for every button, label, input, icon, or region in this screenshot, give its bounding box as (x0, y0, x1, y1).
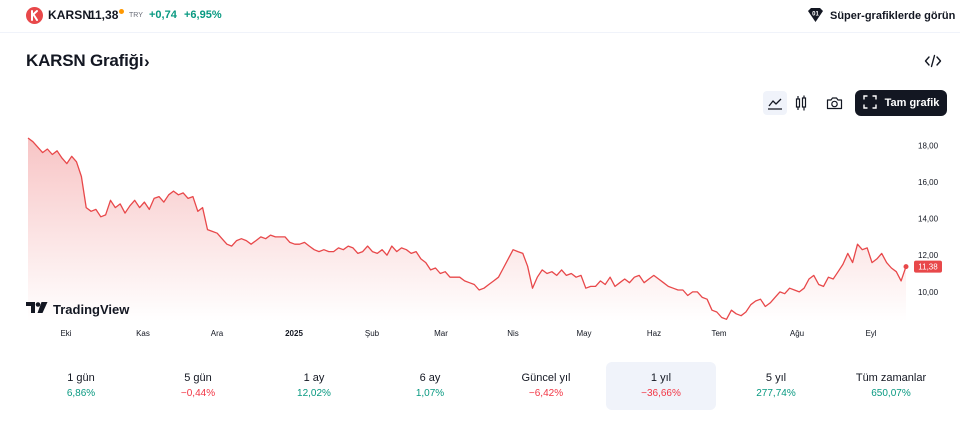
period-label: Tüm zamanlar (855, 372, 927, 384)
period-performance-tabs: 1 gün 6,86% 5 gün −0,44% 1 ay 12,02% 6 ay 1,07%… (26, 362, 948, 410)
price-chart[interactable]: 18,00 16,00 14,00 12,00 10,00 Eki Kas Ara 2025 Ş… (0, 125, 960, 345)
x-tick-label: Nis (507, 329, 519, 338)
period-label: 1 ay (303, 372, 325, 384)
last-price-tag: 11,38 (903, 260, 942, 273)
super-charts-icon: 01 (807, 7, 824, 26)
period-change: −0,44% (180, 388, 216, 399)
period-tab[interactable]: Tüm zamanlar 650,07% (836, 362, 946, 410)
period-tab[interactable]: 5 yıl 277,74% (721, 362, 831, 410)
period-tab[interactable]: 1 gün 6,86% (26, 362, 136, 410)
x-tick-label: Ara (211, 329, 224, 338)
y-tick-label: 18,00 (918, 141, 939, 150)
ticker-symbol: KARSN (48, 8, 92, 22)
period-tab[interactable]: 1 ay 12,02% (259, 362, 369, 410)
period-label: 5 gün (184, 372, 212, 384)
market-status-dot (119, 9, 124, 14)
period-change: 1,07% (415, 388, 445, 399)
top-bar: KARSN 11,38 TRY +0,74 +6,95% 01 Süper-gr… (0, 0, 960, 33)
period-change: −36,66% (641, 388, 681, 399)
period-change: −6,42% (528, 388, 564, 399)
last-price-badge (914, 260, 942, 273)
x-axis: Eki Kas Ara 2025 Şub Mar Nis May Haz Tem Ağu Eyl (60, 329, 876, 338)
period-change: 277,74% (756, 388, 796, 399)
last-price: 11,38 (89, 8, 119, 22)
period-label: 1 gün (67, 372, 95, 384)
chevron-right-icon[interactable]: › (144, 52, 150, 71)
tradingview-icon (26, 302, 48, 317)
last-price-label: 11,38 (918, 263, 938, 272)
x-tick-label: Tem (711, 329, 726, 338)
chart-section-title[interactable]: KARSN Grafiği (26, 51, 144, 70)
period-tab[interactable]: 6 ay 1,07% (375, 362, 485, 410)
price-area (28, 138, 906, 321)
y-tick-label: 14,00 (918, 215, 939, 224)
fullscreen-chart-button[interactable]: Tam grafik (855, 90, 947, 116)
x-tick-label: Eki (60, 329, 71, 338)
y-tick-label: 10,00 (918, 288, 939, 297)
x-tick-label: Ağu (790, 329, 804, 338)
period-tab[interactable]: 5 gün −0,44% (143, 362, 253, 410)
tradingview-logo: TradingView (26, 302, 129, 317)
y-tick-label: 16,00 (918, 178, 939, 187)
x-tick-label: Şub (365, 329, 380, 338)
period-tab[interactable]: Güncel yıl −6,42% (491, 362, 601, 410)
period-label: 5 yıl (765, 372, 787, 384)
period-label: Güncel yıl (521, 372, 571, 384)
last-price-dot (903, 264, 909, 270)
y-tick-label: 12,00 (918, 251, 939, 260)
y-axis: 18,00 16,00 14,00 12,00 10,00 (918, 141, 939, 297)
super-charts-link[interactable]: 01 Süper-grafiklerde görün (807, 6, 955, 26)
tradingview-label: TradingView (53, 302, 130, 317)
price-change: +0,74 (149, 9, 177, 21)
area-chart-icon[interactable] (763, 91, 787, 115)
x-tick-label: May (576, 329, 591, 338)
x-tick-label: Mar (434, 329, 448, 338)
embed-code-icon[interactable] (924, 52, 942, 70)
currency-label: TRY (129, 12, 143, 19)
price-line (27, 137, 907, 320)
period-change: 650,07% (871, 388, 911, 399)
company-logo (26, 7, 43, 24)
x-tick-label: Kas (136, 329, 150, 338)
super-charts-label: Süper-grafiklerde görün (830, 10, 956, 22)
camera-icon[interactable] (822, 91, 846, 115)
candles-icon[interactable] (789, 91, 813, 115)
fullscreen-icon (862, 94, 877, 112)
x-tick-label: Haz (647, 329, 661, 338)
x-tick-label: 2025 (285, 329, 303, 338)
svg-text:01: 01 (812, 11, 819, 17)
x-tick-label: Eyl (865, 329, 876, 338)
price-change-percent: +6,95% (184, 9, 222, 21)
fullscreen-label: Tam grafik (884, 97, 940, 109)
period-label: 1 yıl (650, 372, 672, 384)
period-label: 6 ay (419, 372, 441, 384)
period-change: 12,02% (297, 388, 331, 399)
period-tab[interactable]: 1 yıl −36,66% (606, 362, 716, 410)
period-change: 6,86% (66, 388, 96, 399)
